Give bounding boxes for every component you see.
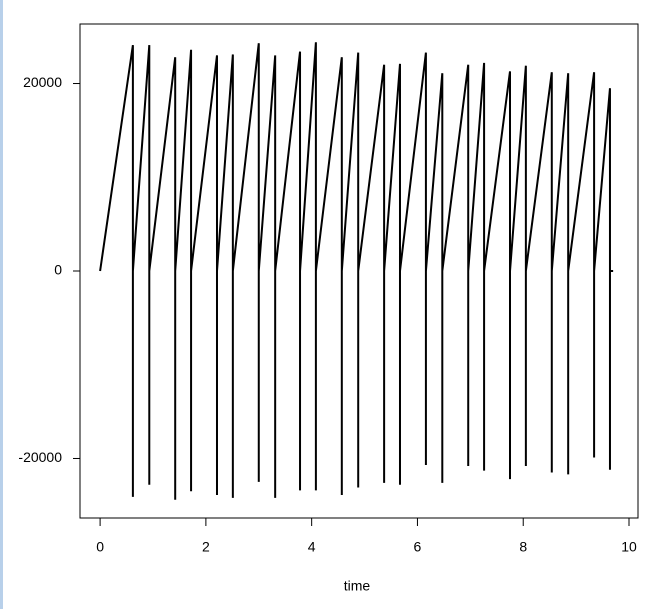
y-tick-label: -20000 bbox=[18, 449, 62, 465]
y-tick-label: 0 bbox=[54, 262, 62, 278]
x-tick-label: 8 bbox=[519, 539, 527, 555]
waveform-line bbox=[99, 42, 614, 500]
x-tick-label: 2 bbox=[202, 539, 210, 555]
y-tick-label: 20000 bbox=[23, 74, 62, 90]
x-tick-label: 4 bbox=[308, 539, 316, 555]
x-tick-label: 0 bbox=[96, 539, 104, 555]
x-tick-label: 10 bbox=[621, 539, 637, 555]
x-tick-label: 6 bbox=[414, 539, 422, 555]
window-edge bbox=[0, 0, 3, 609]
x-axis-label: time bbox=[344, 578, 371, 594]
